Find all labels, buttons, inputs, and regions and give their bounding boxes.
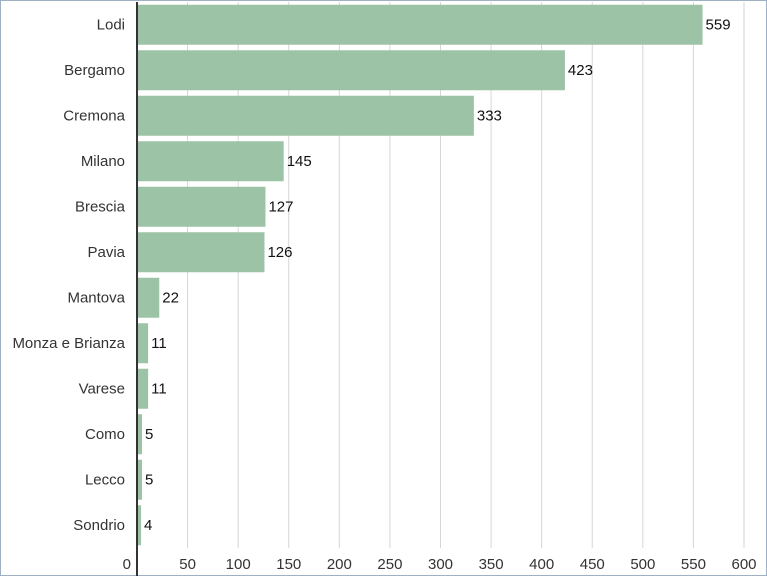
bar [137, 186, 266, 227]
x-tick-label: 600 [731, 556, 756, 573]
x-tick-label: 450 [580, 556, 605, 573]
x-tick-label: 100 [226, 556, 251, 573]
y-tick-label: Lecco [85, 472, 125, 489]
value-label: 22 [162, 290, 179, 307]
y-tick-label: Cremona [63, 108, 125, 125]
value-label: 145 [287, 153, 312, 170]
y-tick-label: Bergamo [64, 62, 125, 79]
value-label: 11 [151, 335, 167, 352]
y-tick-label: Brescia [75, 199, 126, 216]
bar [137, 4, 703, 45]
y-tick-label: Como [85, 426, 125, 443]
y-tick-label: Sondrio [73, 517, 125, 534]
value-label: 4 [144, 517, 152, 534]
x-tick-label: 350 [479, 556, 504, 573]
value-label: 559 [706, 17, 731, 34]
x-tick-label: 200 [327, 556, 352, 573]
bar [137, 505, 142, 546]
value-label: 126 [267, 244, 292, 261]
y-tick-label: Varese [79, 381, 125, 398]
y-tick-label: Pavia [87, 244, 125, 261]
bar [137, 414, 143, 455]
bar [137, 232, 265, 273]
bar [137, 459, 143, 500]
x-tick-label: 550 [681, 556, 706, 573]
bar [137, 323, 149, 364]
value-label: 5 [145, 472, 153, 489]
bar [137, 50, 565, 91]
labels: 0 50 100 150 200 250 300 350 400 450 500 550 600 Lodi… [12, 17, 756, 573]
y-tick-label: Lodi [97, 17, 125, 34]
y-tick-label: Monza e Brianza [12, 335, 125, 352]
value-label: 127 [268, 199, 293, 216]
x-tick-label: 500 [630, 556, 655, 573]
grid [187, 2, 745, 548]
bar [137, 95, 474, 136]
bar [137, 368, 149, 409]
y-tick-label: Milano [81, 153, 125, 170]
x-tick-label: 50 [179, 556, 196, 573]
bar [137, 277, 160, 318]
value-label: 5 [145, 426, 153, 443]
x-tick-label: 400 [529, 556, 554, 573]
value-label: 333 [477, 108, 502, 125]
bar [137, 141, 284, 182]
y-tick-label: Mantova [67, 290, 125, 307]
bars [137, 4, 703, 546]
value-label: 11 [151, 381, 167, 398]
value-label: 423 [568, 62, 593, 79]
x-tick-label: 250 [377, 556, 402, 573]
x-tick-label: 0 [123, 556, 131, 573]
x-tick-label: 300 [428, 556, 453, 573]
x-tick-label: 150 [276, 556, 301, 573]
